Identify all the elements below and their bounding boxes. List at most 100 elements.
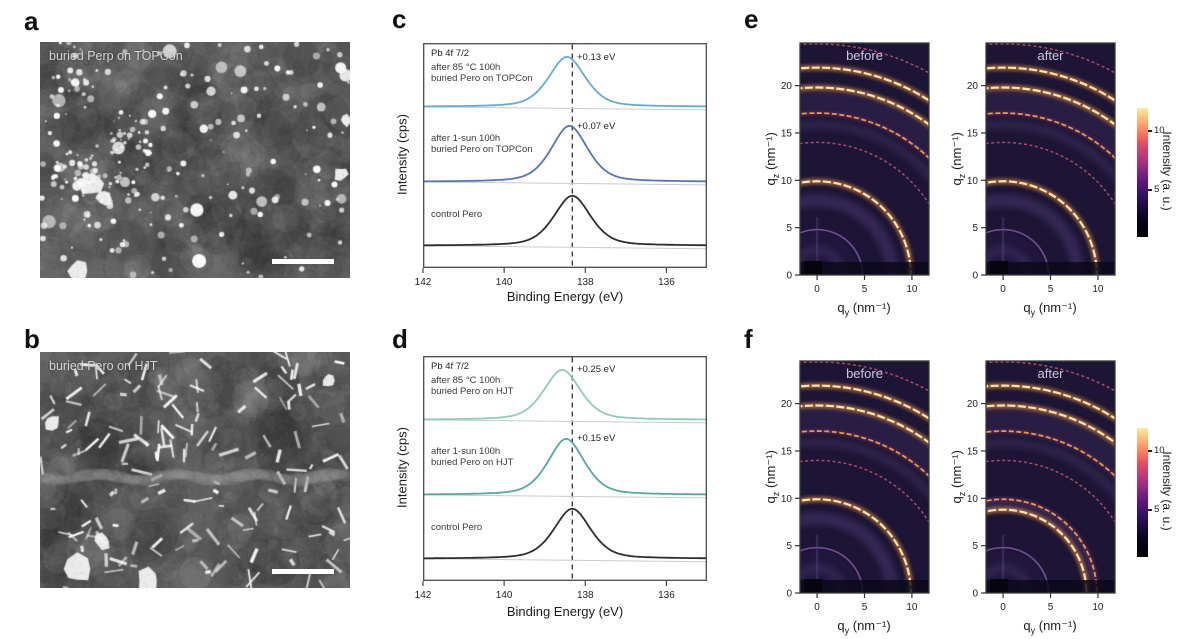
colorbar-e-tick-10 [1148,130,1152,132]
svg-text:before: before [846,48,883,63]
svg-text:140: 140 [496,277,513,288]
svg-text:10: 10 [906,284,918,295]
svg-text:0: 0 [814,284,820,295]
xps-plot-c: 142 140 138 136 [415,43,707,295]
xps-d-series1-label-1: after 85 °C 100h [431,375,501,386]
svg-text:142: 142 [415,590,432,601]
colorbar-f-tick-label-10: 10 [1154,445,1165,456]
svg-text:5: 5 [786,223,792,234]
xps-c-series1-label-2: buried Pero on TOPCon [431,73,533,84]
svg-text:5: 5 [1048,284,1054,295]
colorbar-e-tick-5 [1148,189,1152,191]
svg-text:0: 0 [786,589,792,600]
svg-text:after: after [1037,48,1064,63]
svg-text:5: 5 [786,541,792,552]
sem-label-a: buried Perp on TOPCon [49,49,183,63]
svg-text:before: before [846,366,883,381]
xps-d-series2-label-2: buried Pero on HJT [431,457,514,468]
panel-letter-f: f [744,324,753,354]
xps-d-title: Pb 4f 7/2 [431,361,470,372]
colorbar-e-label: Intensity (a. u.) [1160,131,1174,211]
giwaxs-f-before-x-label: qy (nm⁻¹) [837,618,891,636]
svg-text:136: 136 [658,590,675,601]
svg-text:after: after [1037,366,1064,381]
colorbar-e [1137,108,1148,237]
svg-text:0: 0 [786,271,792,282]
svg-text:20: 20 [967,81,979,92]
panel-letter-a: a [24,6,39,36]
xps-d-series1-label-2: buried Pero on HJT [431,386,514,397]
svg-text:0: 0 [1000,602,1006,613]
xps-c-series1-label-1: after 85 °C 100h [431,62,501,73]
colorbar-f-tick-5 [1148,509,1152,511]
scale-bar-b [272,569,334,574]
svg-text:10: 10 [967,176,979,187]
sem-image-b: buried Pero on HJT [40,352,350,588]
colorbar-e-tick-label-5: 5 [1154,184,1160,195]
svg-text:10: 10 [781,176,793,187]
xps-c-series2-label-2: buried Pero on TOPCon [431,144,533,155]
xps-c-x-axis-label: Binding Energy (eV) [506,289,624,304]
svg-text:142: 142 [415,277,432,288]
svg-text:5: 5 [972,223,978,234]
svg-text:140: 140 [496,590,513,601]
giwaxs-e-before-x-label: qy (nm⁻¹) [837,300,891,318]
colorbar-f-label: Intensity (a. u.) [1160,451,1174,531]
svg-text:136: 136 [658,277,675,288]
colorbar-f [1137,428,1148,557]
sem-canvas-a [40,42,350,278]
colorbar-e-tick-label-10: 10 [1154,125,1165,136]
svg-text:15: 15 [967,446,979,457]
svg-text:0: 0 [972,589,978,600]
svg-text:0: 0 [814,602,820,613]
giwaxs-plot-e-before: before 0 5 10 15 20 0 5 10 [781,42,930,295]
svg-text:5: 5 [862,284,868,295]
xps-c-series2-label-1: after 1-sun 100h [431,133,501,144]
colorbar-f-tick-10 [1148,450,1152,452]
svg-text:10: 10 [906,602,918,613]
xps-d-y-axis-label: Intensity (cps) [394,427,410,508]
svg-text:0: 0 [1000,284,1006,295]
xps-c-series3-label: control Pero [431,209,483,220]
giwaxs-plot-f-before: before 0 5 10 15 20 0 5 10 [781,360,930,613]
xps-d-shift-annotation-1: +0.25 eV [577,364,616,375]
giwaxs-e-after-y-label: qz (nm⁻¹) [949,132,967,186]
scale-bar-a [272,259,334,264]
svg-text:0: 0 [972,271,978,282]
xps-c-shift-annotation-1: +0.13 eV [577,52,616,63]
giwaxs-e-after-x-label: qy (nm⁻¹) [1023,300,1077,318]
xps-d-series3-label: control Pero [431,522,483,533]
colorbar-f-tick-label-5: 5 [1154,504,1160,515]
panel-letter-d: d [392,324,408,354]
xps-d-x-axis-label: Binding Energy (eV) [506,604,624,619]
xps-c-title: Pb 4f 7/2 [431,48,470,59]
xps-c-shift-annotation-2: +0.07 eV [577,121,616,132]
svg-text:138: 138 [577,277,594,288]
giwaxs-f-before-y-label: qz (nm⁻¹) [763,450,781,504]
panel-letter-e: e [744,4,759,34]
xps-d-series2-label-1: after 1-sun 100h [431,446,501,457]
svg-text:15: 15 [781,128,793,139]
svg-text:10: 10 [967,494,979,505]
svg-text:5: 5 [862,602,868,613]
svg-text:20: 20 [967,399,979,410]
svg-text:5: 5 [972,541,978,552]
giwaxs-plot-f-after: after 0 5 10 15 20 0 5 10 [967,360,1116,613]
xps-d-shift-annotation-2: +0.15 eV [577,433,616,444]
giwaxs-f-after-y-label: qz (nm⁻¹) [949,450,967,504]
svg-text:10: 10 [1092,602,1104,613]
xps-plot-d: 142 140 138 136 [415,356,707,608]
panel-letter-c: c [392,4,407,34]
svg-text:138: 138 [577,590,594,601]
svg-text:5: 5 [1048,602,1054,613]
svg-text:15: 15 [781,446,793,457]
svg-text:10: 10 [781,494,793,505]
svg-text:20: 20 [781,399,793,410]
svg-text:10: 10 [1092,284,1104,295]
giwaxs-f-after-x-label: qy (nm⁻¹) [1023,618,1077,636]
giwaxs-e-before-y-label: qz (nm⁻¹) [763,132,781,186]
panel-letter-b: b [24,324,40,354]
svg-text:20: 20 [781,81,793,92]
sem-image-a: buried Perp on TOPCon [40,42,350,278]
